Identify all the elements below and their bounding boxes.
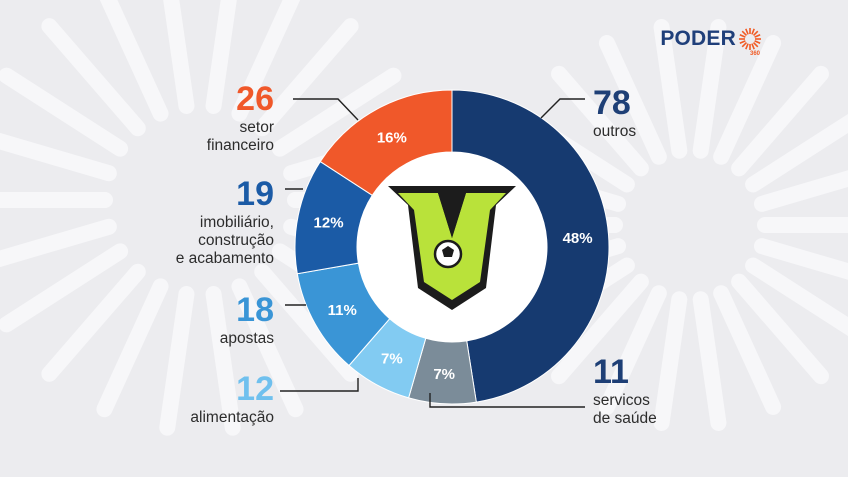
sun-ray <box>751 43 755 50</box>
background-ray <box>713 35 782 165</box>
sun-ray <box>745 43 749 50</box>
brand-name: PODER <box>660 27 736 50</box>
background-ray <box>598 35 667 165</box>
label-financeiro-1: setor <box>239 119 274 136</box>
callout-saude: 11 servicos de saúde <box>593 355 657 428</box>
leader-outros <box>540 98 585 119</box>
background-ray <box>713 285 782 415</box>
pct-label-alimentacao: 7% <box>381 351 403 368</box>
sun-icon <box>739 28 761 50</box>
sun-ray <box>754 34 761 38</box>
background-ray <box>745 113 848 193</box>
background-ray <box>159 286 195 436</box>
brand-sub: 360 <box>749 51 760 57</box>
callout-imobiliario: 19 imobiliário, construção e acabamento <box>176 177 274 267</box>
count-imobiliario: 19 <box>236 175 274 213</box>
callout-outros: 78 outros <box>593 86 636 141</box>
count-apostas: 18 <box>236 291 274 329</box>
label-imobiliario-2: construção <box>198 231 274 249</box>
background-ray <box>254 263 359 382</box>
background-ray <box>231 0 301 122</box>
pct-label-financeiro: 16% <box>377 129 407 146</box>
sun-ray <box>751 28 755 35</box>
leader-financeiro <box>293 98 359 121</box>
count-saude: 11 <box>593 353 629 391</box>
label-imobiliario-1: imobiliário, <box>199 214 274 231</box>
label-saude-2: de saúde <box>593 409 657 427</box>
count-financeiro: 26 <box>236 80 274 118</box>
background-ray <box>0 67 129 157</box>
background-ray <box>231 278 304 418</box>
background-ray <box>753 170 848 212</box>
pct-label-saude: 7% <box>433 366 455 383</box>
background-ray <box>731 273 829 385</box>
background-ray <box>653 291 688 431</box>
count-outros: 78 <box>593 84 631 122</box>
background-ray <box>205 286 241 436</box>
background-ray <box>254 18 359 137</box>
background-ray <box>551 273 649 385</box>
background-ray <box>598 285 667 415</box>
sun-ray <box>752 41 759 48</box>
background-ray <box>271 67 402 157</box>
background-ray <box>745 257 848 337</box>
sun-ray <box>739 34 746 38</box>
sun-ray <box>752 30 759 37</box>
background-ray <box>0 218 117 268</box>
background-ray <box>41 18 146 137</box>
callout-apostas: 18 apostas <box>220 293 274 348</box>
background-ray <box>692 19 727 159</box>
background-ray <box>99 0 169 122</box>
pct-label-outros: 48% <box>563 230 593 247</box>
label-alimentacao: alimentação <box>190 409 274 426</box>
background-ray <box>0 132 117 182</box>
background-ray <box>205 0 237 114</box>
pct-label-imobiliario: 12% <box>314 215 344 232</box>
callout-financeiro: 26 setor financeiro <box>207 82 274 155</box>
label-outros: outros <box>593 123 637 140</box>
background-ray <box>551 65 649 177</box>
sun-ray <box>741 30 748 37</box>
count-alimentacao: 12 <box>236 370 274 408</box>
sun-ray <box>741 41 748 48</box>
league-emblem <box>388 186 516 310</box>
background-ray <box>41 263 146 382</box>
sun-ray <box>754 40 761 44</box>
background-ray <box>0 243 129 333</box>
label-apostas: apostas <box>219 330 274 347</box>
leader-alimentacao <box>280 378 359 392</box>
background-ray <box>692 291 727 431</box>
label-financeiro-2: financeiro <box>206 136 274 154</box>
background-ray <box>96 278 169 418</box>
background-ray <box>731 65 829 177</box>
background-ray <box>753 238 848 280</box>
callout-alimentacao: 12 alimentação <box>190 372 274 427</box>
sun-ray <box>745 28 749 35</box>
label-saude-1: servicos <box>593 392 650 409</box>
pct-label-apostas: 11% <box>328 302 357 319</box>
brand-logo: PODER <box>660 27 762 51</box>
background-ray <box>653 19 688 159</box>
background-ray <box>163 0 195 114</box>
sun-ray <box>739 40 746 44</box>
label-imobiliario-3: e acabamento <box>175 249 274 267</box>
leader-saude <box>429 393 585 408</box>
